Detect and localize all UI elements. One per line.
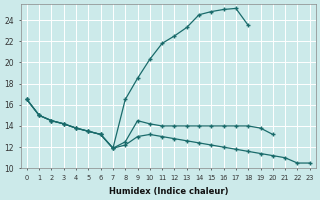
X-axis label: Humidex (Indice chaleur): Humidex (Indice chaleur) [108,187,228,196]
